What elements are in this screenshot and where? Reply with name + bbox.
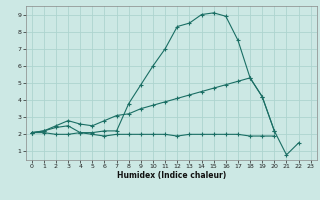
X-axis label: Humidex (Indice chaleur): Humidex (Indice chaleur) — [116, 171, 226, 180]
